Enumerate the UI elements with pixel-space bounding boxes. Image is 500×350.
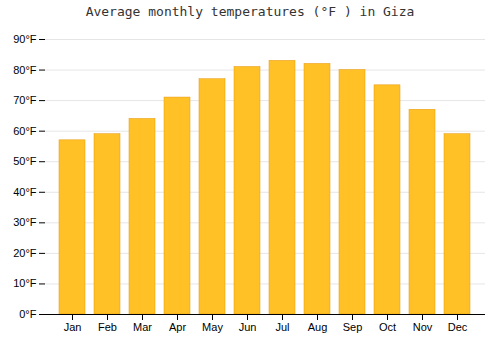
- svg-text:Mar: Mar: [133, 321, 152, 333]
- svg-text:0°F: 0°F: [19, 308, 37, 320]
- svg-text:Jun: Jun: [239, 321, 257, 333]
- svg-text:90°F: 90°F: [13, 33, 37, 45]
- svg-text:Sep: Sep: [343, 321, 363, 333]
- svg-text:Nov: Nov: [413, 321, 433, 333]
- svg-text:40°F: 40°F: [13, 186, 37, 198]
- svg-text:Jul: Jul: [275, 321, 289, 333]
- svg-text:Apr: Apr: [169, 321, 186, 333]
- html-text:Average monthly temperatures (: Average monthly temperatures (°F ) in Gi…: [85, 4, 415, 19]
- svg-text:Feb: Feb: [98, 321, 117, 333]
- svg-text:10°F: 10°F: [13, 277, 37, 289]
- svg-text:50°F: 50°F: [13, 155, 37, 167]
- svg-text:60°F: 60°F: [13, 125, 37, 137]
- svg-text:30°F: 30°F: [13, 216, 37, 228]
- svg-text:80°F: 80°F: [13, 64, 37, 76]
- svg-text:Oct: Oct: [379, 321, 396, 333]
- svg-text:20°F: 20°F: [13, 247, 37, 259]
- svg-text:Aug: Aug: [308, 321, 328, 333]
- svg-text:May: May: [202, 321, 223, 333]
- svg-text:Dec: Dec: [448, 321, 468, 333]
- svg-text:70°F: 70°F: [13, 94, 37, 106]
- svg-text:Jan: Jan: [64, 321, 82, 333]
